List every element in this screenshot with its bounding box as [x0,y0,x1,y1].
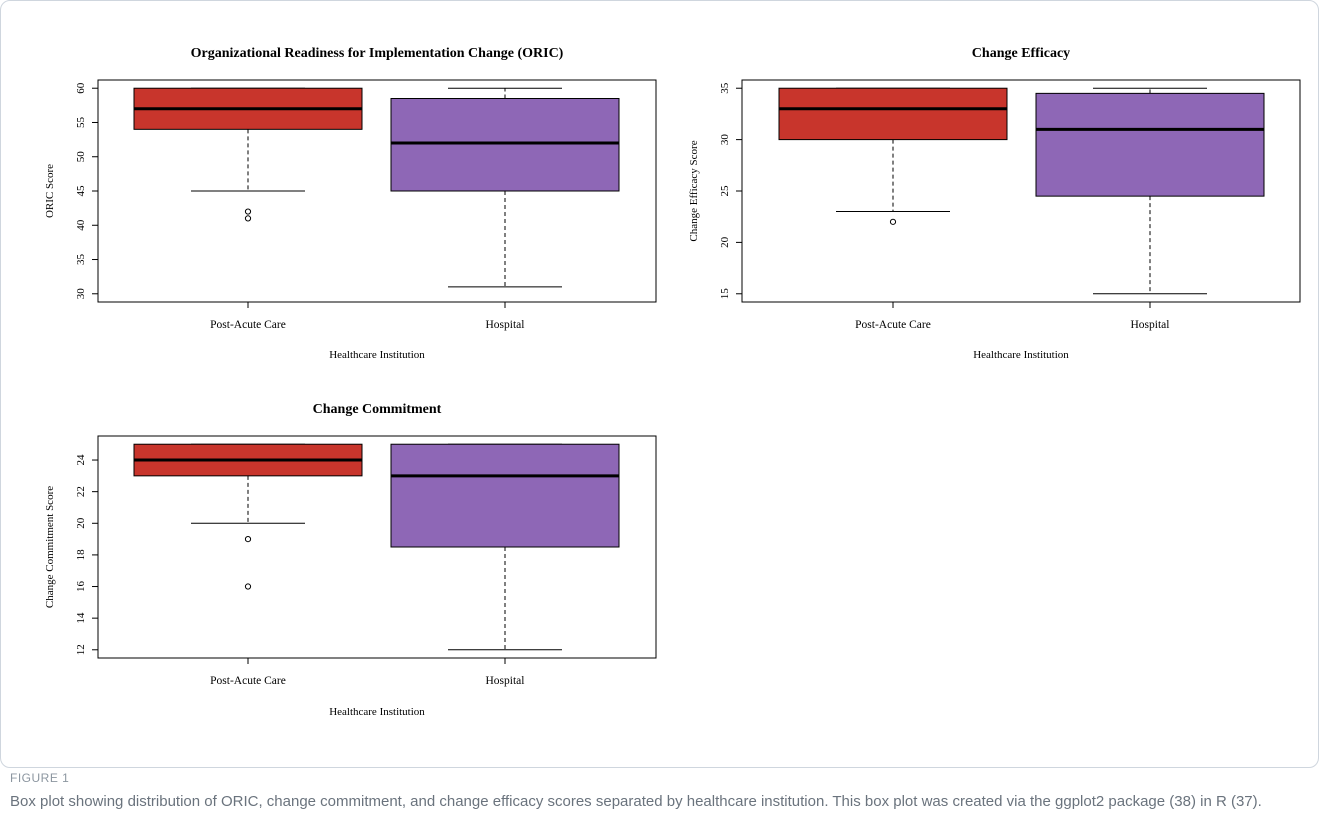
y-tick-label: 60 [75,82,87,94]
box-iqr [779,88,1007,139]
outlier-point [890,219,895,224]
y-axis-label: Change Efficacy Score [688,140,700,241]
box-post-acute-care: Post-Acute Care [134,444,362,687]
chart-title: Organizational Readiness for Implementat… [191,46,564,61]
y-tick-label: 12 [75,644,87,655]
box-hospital: Hospital [391,88,619,331]
chart-panel-3: Change Commitment 12 14 16 18 20 22 24 Change Co… [44,402,656,718]
x-axis-label: Healthcare Institution [973,349,1069,361]
chart-title: Change Commitment [313,402,442,417]
outlier-point [245,209,250,214]
x-tick-label: Post-Acute Care [210,675,286,687]
x-tick-label: Post-Acute Care [855,319,931,331]
x-tick-label: Post-Acute Care [210,319,286,331]
box-iqr [391,444,619,547]
box-post-acute-care: Post-Acute Care [134,88,362,331]
y-tick-label: 22 [75,486,87,497]
y-tick-label: 14 [75,612,87,624]
y-tick-label: 55 [75,116,87,128]
box-iqr [1036,93,1264,196]
box-hospital: Hospital [391,444,619,687]
y-tick-label: 40 [75,219,87,231]
box-plot-figure: Organizational Readiness for Implementat… [0,0,1319,766]
y-tick-label: 25 [719,185,731,197]
y-tick-label: 30 [75,288,87,300]
y-tick-label: 18 [75,549,87,561]
y-tick-label: 24 [75,454,87,466]
y-axis-label: ORIC Score [44,164,56,218]
x-axis-label: Healthcare Institution [329,706,425,718]
y-tick-label: 20 [75,517,87,529]
outlier-point [245,216,250,221]
box-hospital: Hospital [1036,88,1264,331]
chart-panel-1: Organizational Readiness for Implementat… [44,46,656,361]
y-tick-label: 45 [75,185,87,197]
figure-caption: Box plot showing distribution of ORIC, c… [10,792,1310,812]
x-tick-label: Hospital [486,319,525,331]
x-axis-label: Healthcare Institution [329,349,425,361]
figure-label: FIGURE 1 [10,771,69,785]
outlier-point [245,584,250,589]
y-tick-label: 30 [719,134,731,146]
y-tick-label: 15 [719,288,731,300]
box-post-acute-care: Post-Acute Care [779,88,1007,331]
chart-title: Change Efficacy [972,46,1070,61]
x-tick-label: Hospital [1131,319,1170,331]
y-tick-label: 35 [75,254,87,266]
chart-panel-2: Change Efficacy 15 20 25 30 35 Change Efficacy… [688,46,1300,361]
y-tick-label: 20 [719,236,731,248]
y-tick-label: 16 [75,581,87,593]
outlier-point [245,536,250,541]
y-tick-label: 50 [75,151,87,163]
y-tick-label: 35 [719,82,731,94]
y-axis-label: Change Commitment Score [44,486,56,608]
x-tick-label: Hospital [486,675,525,687]
box-iqr [391,99,619,192]
